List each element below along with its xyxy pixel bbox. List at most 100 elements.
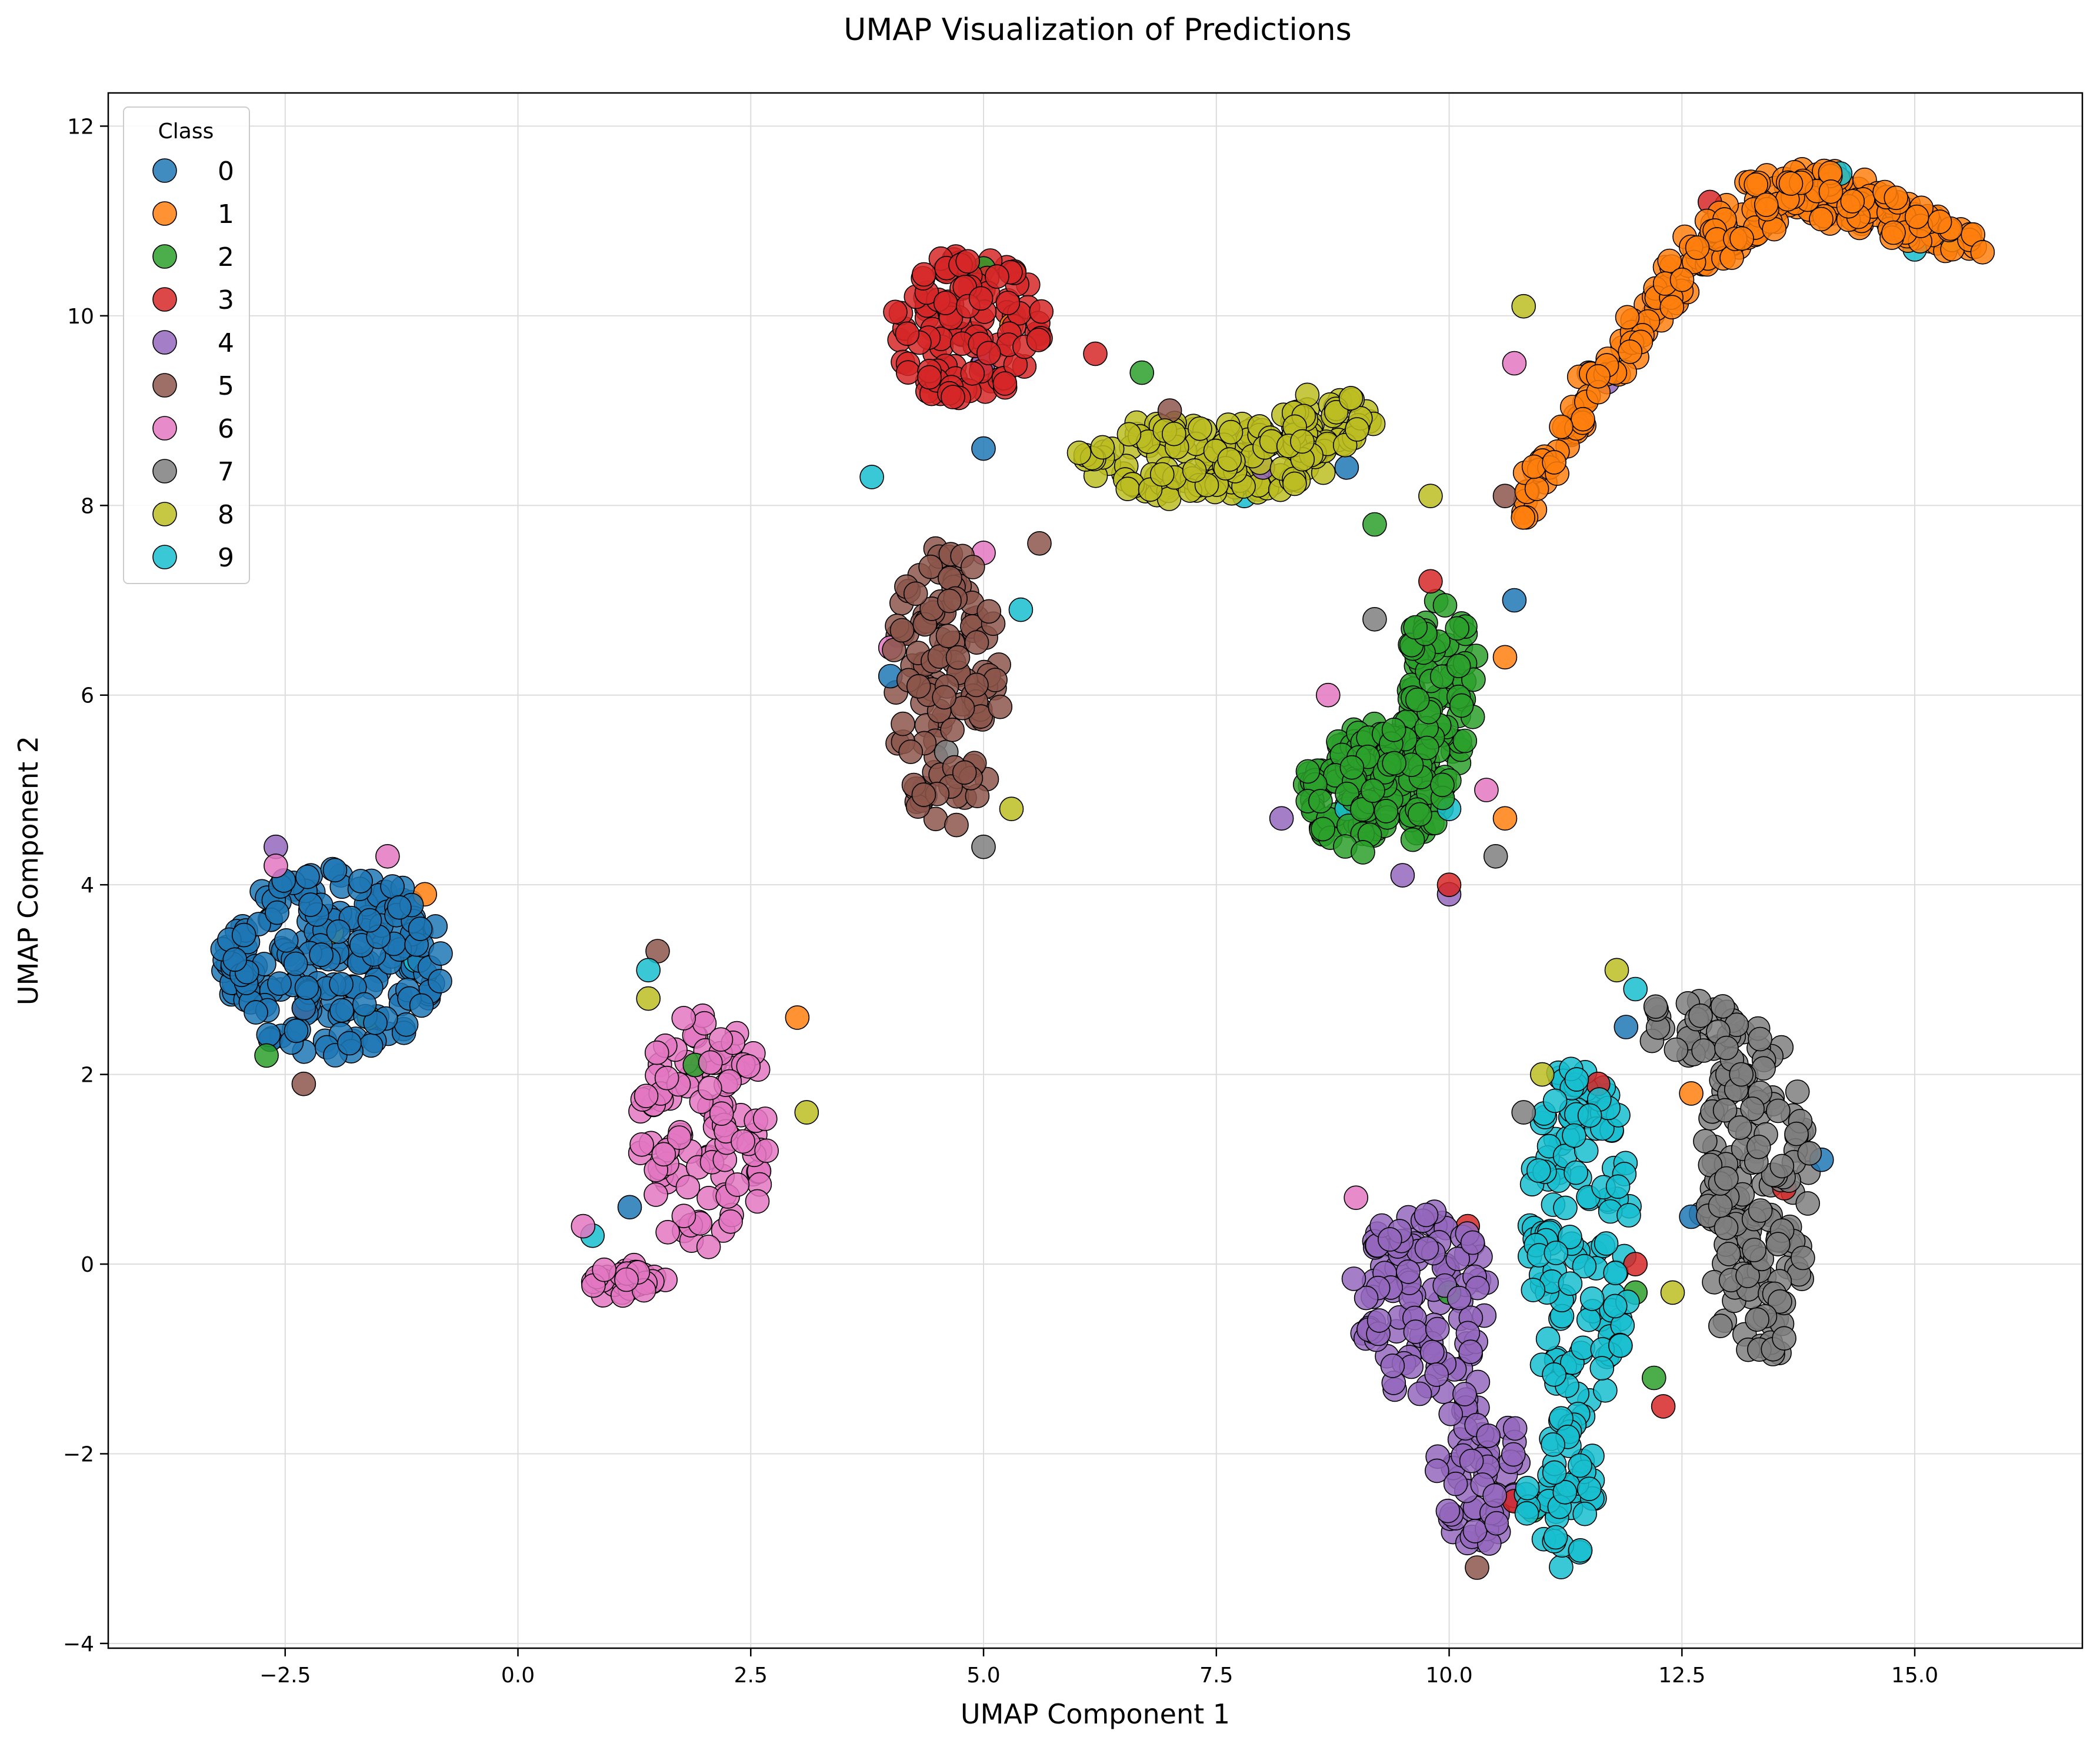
scatter-point (1436, 872, 1462, 897)
scatter-point (988, 694, 1013, 719)
scatter-point (1066, 440, 1092, 465)
scatter-point (935, 624, 961, 648)
scatter-point (428, 941, 453, 966)
scatter-point (675, 1175, 701, 1199)
scatter-point (1511, 505, 1535, 530)
scatter-point (1415, 735, 1439, 761)
legend-marker (152, 502, 177, 526)
scatter-point (1361, 778, 1385, 803)
scatter-point (1594, 1231, 1619, 1256)
scatter-point (1553, 1195, 1578, 1221)
scatter-point (1351, 840, 1375, 865)
scatter-point (1432, 593, 1458, 618)
scatter-point (745, 1189, 770, 1214)
y-tick-label: −4 (63, 1632, 94, 1656)
scatter-point (1716, 1242, 1741, 1266)
scatter-point (1904, 204, 1929, 229)
scatter-point (960, 361, 985, 386)
scatter-point (1564, 1067, 1589, 1092)
scatter-point (1785, 1079, 1810, 1104)
scatter-point (1797, 1141, 1822, 1166)
scatter-point (1549, 1555, 1574, 1579)
scatter-point (698, 1075, 722, 1101)
scatter-point (1182, 458, 1207, 483)
scatter-point (617, 1195, 642, 1220)
scatter-point (1382, 751, 1406, 776)
scatter-point (1614, 1015, 1639, 1039)
scatter-point (1884, 185, 1909, 211)
scatter-point (1579, 1286, 1605, 1311)
scatter-point (1435, 1498, 1461, 1523)
scatter-point (592, 1257, 616, 1282)
scatter-point (1809, 206, 1834, 232)
scatter-point (794, 1100, 819, 1125)
scatter-point (1542, 1460, 1567, 1485)
scatter-point (698, 1050, 723, 1075)
scatter-point (671, 1203, 696, 1228)
scatter-point (1615, 305, 1640, 330)
scatter-point (985, 264, 1009, 289)
scatter-point (651, 1142, 676, 1167)
scatter-point (1562, 1123, 1586, 1148)
scatter-point (329, 998, 354, 1023)
scatter-point (348, 869, 373, 893)
scatter-point (1492, 645, 1518, 670)
scatter-point (754, 1138, 779, 1163)
scatter-point (1710, 994, 1735, 1019)
scatter-point (644, 1182, 668, 1207)
scatter-point (1344, 1185, 1368, 1210)
scatter-point (992, 371, 1018, 396)
scatter-point (1446, 1285, 1472, 1311)
scatter-point (1476, 1423, 1501, 1448)
scatter-point (1623, 976, 1648, 1002)
scatter-point (375, 844, 400, 869)
scatter-point (718, 1209, 743, 1234)
scatter-point (1381, 718, 1406, 742)
scatter-point (1515, 1476, 1540, 1501)
scatter-point (1407, 1381, 1432, 1406)
scatter-point (1603, 1293, 1628, 1319)
scatter-point (1269, 806, 1294, 831)
scatter-point (709, 1101, 734, 1126)
scatter-point (244, 1000, 268, 1025)
scatter-point (655, 1220, 680, 1245)
scatter-point (1927, 209, 1952, 234)
scatter-point (1712, 1098, 1738, 1123)
scatter-point (1659, 295, 1685, 320)
scatter-point (731, 1129, 755, 1154)
scatter-point (1462, 1519, 1488, 1543)
legend-label: 5 (218, 371, 234, 401)
scatter-point (265, 900, 289, 925)
scatter-point (968, 286, 994, 311)
scatter-point (1651, 1394, 1676, 1419)
scatter-point (1572, 1253, 1597, 1279)
scatter-point (1542, 450, 1566, 475)
scatter-point (1744, 172, 1768, 197)
scatter-point (898, 739, 923, 764)
scatter-point (1502, 1416, 1528, 1441)
scatter-point (753, 1106, 778, 1131)
scatter-point (1374, 799, 1399, 824)
scatter-point (1129, 360, 1154, 385)
plot-frame (107, 92, 2084, 1649)
scatter-point (408, 916, 433, 941)
scatter-point (1438, 1402, 1463, 1426)
scatter-point (636, 958, 661, 983)
legend-marker (152, 201, 177, 226)
scatter-point (1568, 1538, 1593, 1563)
scatter-point (1618, 339, 1642, 364)
scatter-point (1549, 414, 1574, 439)
scatter-point (964, 672, 989, 698)
scatter-point (1795, 1191, 1820, 1216)
scatter-point (1026, 328, 1051, 352)
scatter-point (1577, 1103, 1602, 1128)
x-tick-label: 2.5 (734, 1663, 768, 1688)
scatter-point (309, 942, 334, 967)
scatter-point (1691, 1038, 1716, 1063)
scatter-point (725, 1172, 750, 1197)
legend-marker (152, 416, 177, 441)
scatter-point (1669, 267, 1695, 292)
scatter-point (1768, 1289, 1792, 1314)
scatter-point (614, 1267, 639, 1292)
